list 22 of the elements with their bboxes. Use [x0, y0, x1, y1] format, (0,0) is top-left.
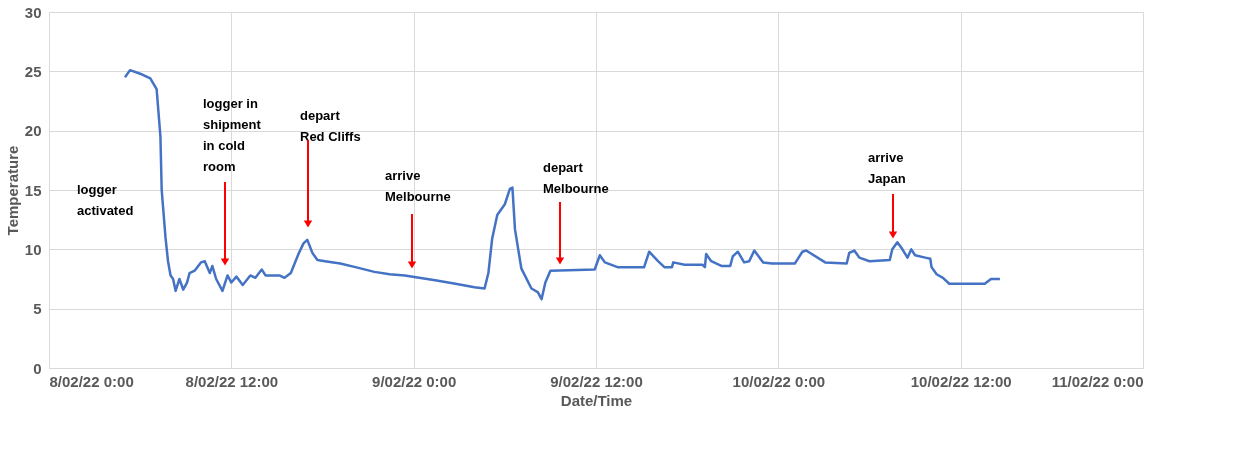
y-tick-label: 30 [24, 3, 42, 21]
y-tick-label: 5 [33, 300, 42, 318]
x-tick-label: 10/02/22 12:00 [910, 372, 1012, 390]
x-tick-label: 8/02/22 0:00 [49, 372, 134, 390]
annotation: logger in shipment in cold room [203, 96, 262, 174]
annotation: logger activated [77, 182, 134, 218]
x-tick-label: 8/02/22 12:00 [185, 372, 279, 390]
y-tick-label: 25 [24, 62, 42, 80]
annotation: arrive Japan [868, 150, 906, 186]
x-tick-label: 10/02/22 0:00 [732, 372, 826, 390]
x-axis-title: Date/Time [560, 391, 633, 409]
y-tick-label: 0 [33, 359, 42, 377]
x-tick-label: 9/02/22 12:00 [550, 372, 643, 390]
y-axis-title: Temperature [3, 145, 21, 236]
x-tick-label: 11/02/22 0:00 [1051, 372, 1144, 390]
x-tick-label: 9/02/22 0:00 [372, 372, 457, 390]
annotation: arrive Melbourne [385, 168, 451, 204]
annotation: depart Red Cliffs [300, 108, 361, 144]
y-tick-label: 10 [24, 240, 42, 258]
y-tick-label: 15 [24, 181, 42, 199]
y-tick-label: 20 [24, 122, 42, 140]
annotation: depart Melbourne [543, 160, 609, 196]
